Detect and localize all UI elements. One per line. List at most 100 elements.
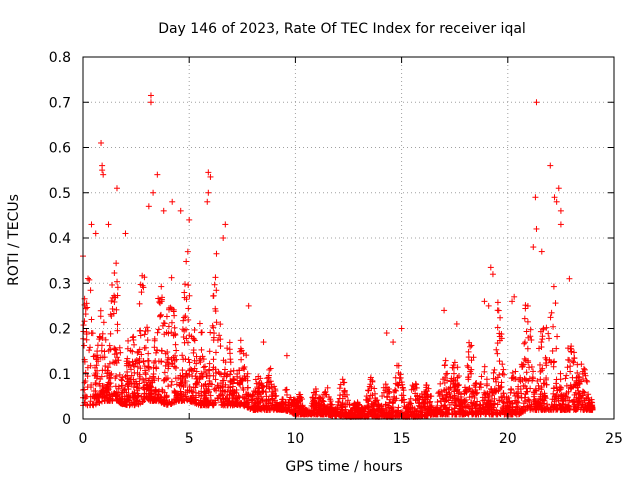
data-point <box>408 386 415 393</box>
data-point <box>472 401 479 408</box>
data-point <box>291 396 298 403</box>
data-point <box>511 390 518 397</box>
data-point <box>88 221 95 228</box>
data-point <box>236 367 243 374</box>
data-point <box>160 207 167 214</box>
data-point <box>346 401 353 408</box>
data-point <box>574 369 581 376</box>
data-point <box>118 382 125 389</box>
data-point <box>110 310 117 317</box>
data-point <box>305 411 312 418</box>
data-point <box>412 384 419 391</box>
data-point <box>99 367 106 374</box>
data-point <box>309 394 316 401</box>
data-point <box>230 367 237 374</box>
data-point <box>128 399 135 406</box>
data-point <box>180 383 187 390</box>
data-point <box>242 375 249 382</box>
data-point <box>109 281 116 288</box>
data-point <box>441 307 448 314</box>
data-point <box>227 359 234 366</box>
data-point <box>272 393 279 400</box>
data-point <box>497 314 504 321</box>
data-point <box>238 356 245 363</box>
data-point <box>477 381 484 388</box>
data-point <box>415 411 422 418</box>
data-point <box>493 346 500 353</box>
data-point <box>412 397 419 404</box>
data-point <box>584 406 591 413</box>
data-point <box>99 330 106 337</box>
data-point <box>467 343 474 350</box>
data-point <box>173 347 180 354</box>
data-point <box>438 397 445 404</box>
data-point <box>315 404 322 411</box>
data-point <box>485 302 492 309</box>
data-point <box>114 354 121 361</box>
data-point <box>145 350 152 357</box>
data-point <box>546 335 553 342</box>
data-point <box>97 307 104 314</box>
data-points <box>80 92 596 420</box>
data-point <box>341 387 348 394</box>
data-point <box>571 349 578 356</box>
data-point <box>115 357 122 364</box>
data-point <box>567 363 574 370</box>
data-point <box>309 398 316 405</box>
data-point <box>421 389 428 396</box>
data-point <box>498 393 505 400</box>
data-point <box>161 320 168 327</box>
data-point <box>206 348 213 355</box>
data-point <box>150 397 157 404</box>
x-axis-label: GPS time / hours <box>285 459 402 475</box>
data-point <box>154 347 161 354</box>
data-point <box>190 384 197 391</box>
data-point <box>329 409 336 416</box>
data-point <box>179 352 186 359</box>
data-point <box>480 406 487 413</box>
data-point <box>107 374 114 381</box>
data-point <box>541 406 548 413</box>
data-point <box>157 311 164 318</box>
data-point <box>536 345 543 352</box>
data-point <box>522 339 529 346</box>
data-point <box>191 336 198 343</box>
data-point <box>539 365 546 372</box>
data-point <box>396 410 403 417</box>
data-point <box>141 331 148 338</box>
data-point <box>540 326 547 333</box>
data-point <box>205 189 212 196</box>
data-point <box>515 394 522 401</box>
data-point <box>575 402 582 409</box>
data-point <box>394 362 401 369</box>
data-point <box>172 341 179 348</box>
data-point <box>114 398 121 405</box>
data-point <box>142 367 149 374</box>
data-point <box>99 382 106 389</box>
data-point <box>559 398 566 405</box>
data-point <box>138 289 145 296</box>
data-point <box>371 407 378 414</box>
data-point <box>502 409 509 416</box>
data-point <box>570 403 577 410</box>
data-point <box>97 334 104 341</box>
data-point <box>80 322 87 329</box>
data-point <box>250 388 257 395</box>
data-point <box>215 368 222 375</box>
data-point <box>551 385 558 392</box>
data-point <box>267 365 274 372</box>
data-point <box>576 390 583 397</box>
data-point <box>461 390 468 397</box>
data-point <box>173 381 180 388</box>
data-point <box>387 412 394 419</box>
data-point <box>533 99 540 106</box>
data-point <box>442 357 449 364</box>
data-point <box>341 379 348 386</box>
data-point <box>354 400 361 407</box>
data-point <box>382 381 389 388</box>
y-tick-label: 0.2 <box>49 322 71 338</box>
data-point <box>283 386 290 393</box>
data-point <box>173 392 180 399</box>
data-point <box>210 292 217 299</box>
data-point <box>494 299 501 306</box>
